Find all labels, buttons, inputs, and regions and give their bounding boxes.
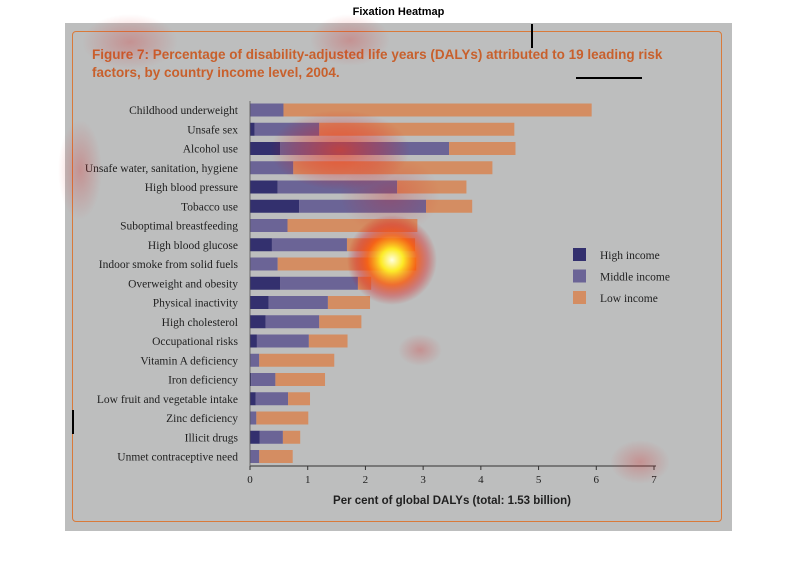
bar-segment (250, 296, 269, 309)
category-label: High blood pressure (145, 182, 238, 194)
legend-label: High income (600, 250, 660, 262)
x-tick-label: 6 (594, 474, 600, 486)
bar-segment (251, 373, 276, 386)
x-tick-label: 4 (478, 474, 484, 486)
legend-swatch (573, 291, 586, 304)
category-label: Overweight and obesity (128, 278, 238, 290)
bar-segment (256, 411, 309, 425)
category-label: Physical inactivity (153, 298, 239, 310)
legend-label: Middle income (600, 272, 670, 284)
bar-segment (250, 219, 288, 232)
fixation-heat-overlay (58, 14, 670, 484)
x-axis-label: Per cent of global DALYs (total: 1.53 bi… (333, 495, 571, 507)
bar-segment (288, 392, 311, 406)
legend-swatch (573, 269, 586, 283)
figure-title: Fixation Heatmap (352, 6, 445, 18)
top-rule-mark (576, 77, 642, 79)
category-label: Vitamin A deficiency (140, 355, 238, 367)
category-label: Indoor smoke from solid fuels (99, 259, 239, 271)
bar-segment (250, 334, 257, 348)
bar-segment (250, 103, 284, 117)
category-label: High cholesterol (162, 317, 238, 329)
category-label: Unsafe water, sanitation, hygiene (85, 163, 238, 175)
bar-segment (250, 180, 278, 194)
bar-segment (250, 199, 300, 213)
bar-segment (250, 122, 255, 136)
category-label: Illicit drugs (185, 432, 239, 444)
category-label: Occupational risks (152, 336, 238, 348)
x-tick-label: 2 (363, 474, 369, 486)
x-tick-label: 3 (420, 474, 426, 486)
category-label: Unmet contraceptive need (117, 452, 238, 464)
bar-segment (449, 142, 516, 155)
bar-segment (250, 353, 260, 367)
category-label: Alcohol use (183, 144, 238, 156)
bar-segment (256, 334, 309, 348)
legend-swatch (573, 248, 586, 261)
x-tick-label: 5 (536, 474, 542, 486)
bar-segment (250, 392, 256, 406)
bar-segment (250, 430, 260, 444)
bar-segment (250, 411, 257, 425)
category-label: Iron deficiency (168, 375, 238, 387)
bar-segment (259, 430, 283, 444)
bar-segment (250, 238, 272, 252)
bar-segment (250, 373, 252, 386)
bar-segment (250, 450, 260, 463)
category-label: Zinc deficiency (166, 413, 238, 425)
category-label: Low fruit and vegetable intake (97, 394, 238, 406)
bar-segment (255, 392, 289, 406)
bar-segment (308, 334, 348, 348)
bar-segment (250, 257, 278, 271)
bar-segment (275, 373, 326, 386)
category-label: Unsafe sex (187, 124, 238, 136)
bar-segment (280, 276, 358, 290)
x-tick-label: 1 (305, 474, 311, 486)
bar-segment (265, 315, 320, 329)
category-labels: Childhood underweight Unsafe sex Alcohol u… (85, 105, 239, 464)
category-label: High blood glucose (148, 240, 238, 252)
category-label: Childhood underweight (129, 105, 239, 117)
bar-segment (319, 315, 362, 329)
left-edge-mark (72, 410, 74, 434)
bar-segment (271, 238, 347, 252)
legend-label: Low income (600, 293, 658, 305)
category-label: Suboptimal breastfeeding (120, 221, 238, 233)
category-label: Tobacco use (181, 201, 238, 213)
bar-segment (250, 276, 281, 290)
bar-segment (327, 296, 371, 309)
bar-segment (282, 430, 301, 444)
bar-segment (250, 315, 266, 329)
chart-frame (72, 31, 722, 522)
bar-segment (259, 353, 335, 367)
x-tick-label: 0 (247, 474, 253, 486)
top-tick-mark (531, 24, 533, 48)
bar-segment (259, 450, 293, 463)
legend: High income Middle income Low income (573, 248, 670, 305)
bar-segment (268, 296, 328, 309)
